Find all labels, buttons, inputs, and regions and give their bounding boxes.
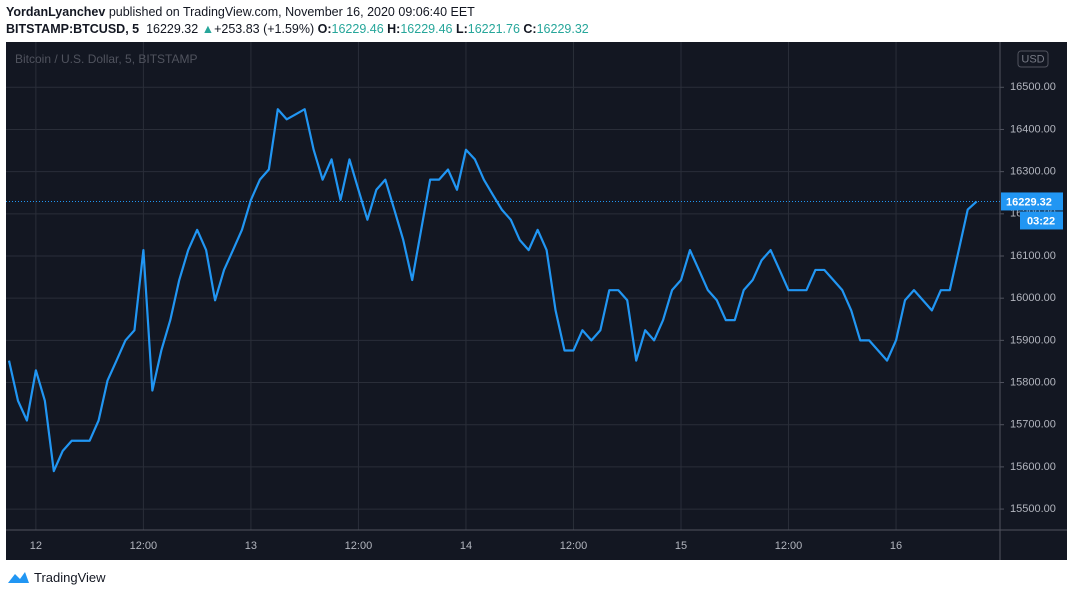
x-tick-label: 15 [675, 540, 687, 552]
symbol: BITSTAMP:BTCUSD, 5 [6, 22, 140, 36]
y-tick-label: 15900.00 [1010, 334, 1056, 346]
background [6, 42, 1067, 560]
ohlc-label: O: [317, 22, 332, 36]
up-arrow: ▲ [201, 22, 215, 36]
published: published on TradingView.com, November 1… [108, 5, 475, 19]
x-tick-label: 12:00 [775, 540, 803, 552]
x-tick-label: 16 [890, 540, 902, 552]
y-tick-label: 16500.00 [1010, 81, 1056, 93]
x-tick-label: 12:00 [560, 540, 588, 552]
x-tick-label: 12:00 [345, 540, 373, 552]
ohlc: O:16229.46 H:16229.46 L:16221.76 C:16229… [318, 22, 589, 36]
currency: USD [1021, 53, 1044, 65]
y-tick-label: 15500.00 [1010, 503, 1056, 515]
currency-box [1017, 50, 1049, 68]
change: +253.83 (+1.59%) [214, 22, 315, 36]
logo [8, 572, 29, 583]
ohlc-value: 16229.46 [400, 22, 453, 36]
brand: TradingView [34, 569, 106, 585]
y-tick-label: 16400.00 [1010, 123, 1056, 135]
ohlc-value: 16229.46 [331, 22, 384, 36]
symbol-line: BITSTAMP:BTCUSD, 5 16229.32 ▲+253.83 (+1… [6, 22, 589, 36]
y-tick-label: 16100.00 [1010, 250, 1056, 262]
x-tick-label: 12:00 [130, 540, 158, 552]
ohlc-label: H: [387, 22, 401, 36]
chart: 15500.00 15600.00 15700.00 15800.00 15900.00… [6, 42, 1067, 560]
footer: TradingView [6, 569, 106, 585]
x-tick-label: 14 [460, 540, 472, 552]
price-line [7, 108, 978, 473]
countdown: 03:22 [1027, 215, 1055, 227]
legend-title: Bitcoin / U.S. Dollar, 5, BITSTAMP [15, 52, 198, 66]
y-tick-label: 15700.00 [1010, 419, 1056, 431]
ohlc-label: C: [523, 22, 537, 36]
y-tick-label: 15600.00 [1010, 461, 1056, 473]
author: YordanLyanchev [6, 5, 106, 19]
y-tick-label: 16000.00 [1010, 292, 1056, 304]
last-price: 16229.32 [146, 22, 199, 36]
x-tick-label: 12 [30, 540, 42, 552]
ohlc-value: 16221.76 [467, 22, 520, 36]
y-tick-label: 16300.00 [1010, 166, 1056, 178]
last-price-box [1001, 192, 1063, 211]
publish-line: YordanLyanchev published on TradingView.… [6, 5, 475, 19]
ohlc-value: 16229.32 [536, 22, 589, 36]
y-tick-label: 15800.00 [1010, 376, 1056, 388]
ohlc-label: L: [455, 22, 468, 36]
last-price-label: 16229.32 [1006, 196, 1052, 208]
countdown-box [1020, 211, 1063, 230]
x-tick-label: 13 [245, 540, 257, 552]
